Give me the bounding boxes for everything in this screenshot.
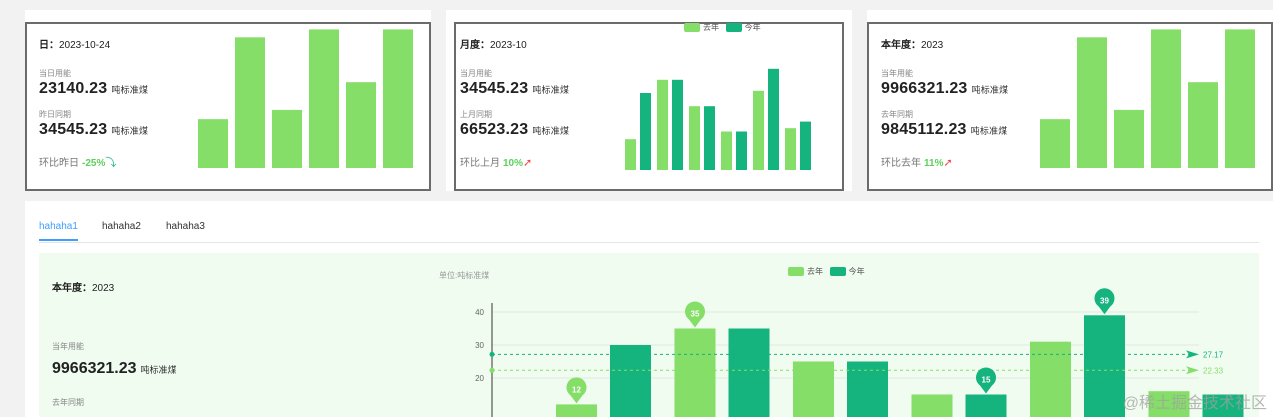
previous-value: 66523.23 吨标准煤 [460,121,570,138]
bar [640,93,651,170]
average-line-label: 27.17 [1203,350,1224,359]
value-pin [1094,288,1115,315]
arrow-up-icon: ➚ [943,157,953,169]
legend-swatch-last-year [684,23,700,33]
y-tick-label: 30 [475,341,484,350]
bar [235,37,265,168]
pin-label: 15 [982,376,991,385]
bar [1225,29,1255,169]
current-value: 34545.23 吨标准煤 [460,80,570,97]
y-tick-label: 40 [475,308,484,317]
value-pin [976,367,997,394]
month-card: 去年 今年 月度：2023-10 当月用能 34545.23 吨标准煤 上月同期 … [446,10,852,191]
value-pin [685,301,705,328]
bar [657,79,668,170]
average-line-label: 22.33 [1203,366,1224,375]
bar [1202,394,1244,417]
comparison: 环比去年 11%➚ [881,157,953,169]
previous-value: 9845112.23 吨标准煤 [881,121,1008,138]
watermark: @稀土掘金技术社区 [1122,395,1267,412]
arrow-up-icon: ➚ [523,157,533,169]
y-tick-label: 20 [475,374,484,383]
yearly-bar-chart: 单位:吨标准煤 20 30 40 27.17 22.33 12 35 15 39 [439,270,1244,417]
current-value: 9966321.23 吨标准煤 [52,360,177,377]
legend-swatch-last-year [788,267,804,277]
bar [674,328,716,417]
previous-label: 上月同期 [460,110,492,119]
current-label: 当月用能 [460,69,492,78]
bar [556,404,597,417]
previous-label: 昨日同期 [39,110,71,119]
chart-legend: 去年 今年 [788,266,865,277]
current-label: 当年用能 [881,69,913,78]
bar [1148,391,1190,417]
month-bar-chart [625,68,811,170]
day-bar-chart [198,29,413,169]
bar [1030,341,1071,417]
bar [800,121,811,170]
card-frame [25,22,431,191]
card-title: 日：2023-10-24 [39,40,111,51]
bar [768,68,779,170]
value-pin [566,377,587,404]
current-value: 9966321.23 吨标准煤 [881,80,1009,97]
legend-swatch-this-year [829,267,846,277]
bar [965,394,1007,417]
bar [1084,315,1125,417]
previous-value: 34545.23 吨标准煤 [39,121,149,138]
tab-hahaha2[interactable]: hahaha2 [102,221,141,232]
previous-label: 去年同期 [881,110,913,119]
card-title: 本年度：2023 [881,40,944,51]
day-card: 日：2023-10-24 当日用能 23140.23 吨标准煤 昨日同期 3454… [25,10,431,191]
bar [309,29,339,169]
y-axis-unit-label: 单位:吨标准煤 [439,270,489,280]
tab-panel: 本年度：2023 当年用能 9966321.23 吨标准煤 去年同期 去年 今年 … [39,253,1259,417]
bar [346,82,376,168]
bar [911,394,953,417]
bar [721,131,732,170]
card-frame [867,22,1273,191]
bar [272,109,302,168]
bar [1114,109,1144,168]
bar [753,90,764,170]
current-label: 当年用能 [52,342,84,351]
arrow-down-icon: ⤵ [105,157,117,169]
tab-bar: hahaha1 hahaha2 hahaha3 [39,221,1259,243]
tab-hahaha1[interactable]: hahaha1 [39,221,78,241]
average-line-arrow [1186,350,1199,359]
pin-label: 39 [1100,296,1109,305]
legend-swatch-this-year [725,23,742,33]
bar [1040,119,1070,168]
bar [728,328,770,417]
current-label: 当日用能 [39,69,71,78]
month-legend: 去年 今年 [684,22,761,33]
card-title: 月度：2023-10 [460,40,527,51]
year-card: 本年度：2023 当年用能 9966321.23 吨标准煤 去年同期 984511… [867,10,1273,191]
bar [785,128,796,170]
bar [1151,29,1181,169]
pin-label: 12 [572,385,581,394]
panel-title: 本年度：2023 [52,283,115,294]
average-line-arrow [1186,366,1199,375]
bar [672,79,683,170]
bar [610,345,651,417]
bar [1188,82,1218,168]
bar [198,119,228,168]
bar [1077,37,1107,168]
bar [383,29,413,169]
comparison: 环比上月 10%➚ [460,157,533,169]
bar [625,139,636,170]
detail-section: hahaha1 hahaha2 hahaha3 本年度：2023 当年用能 99… [25,201,1273,417]
comparison: 环比昨日 -25%⤵ [39,157,117,169]
tab-hahaha3[interactable]: hahaha3 [166,221,205,232]
current-value: 23140.23 吨标准煤 [39,80,149,97]
pin-label: 35 [691,310,700,319]
bar [736,131,747,170]
card-frame [454,22,844,191]
previous-label: 去年同期 [52,398,84,407]
bar [689,106,700,170]
year-bar-chart [1040,29,1255,169]
bar [704,106,715,170]
